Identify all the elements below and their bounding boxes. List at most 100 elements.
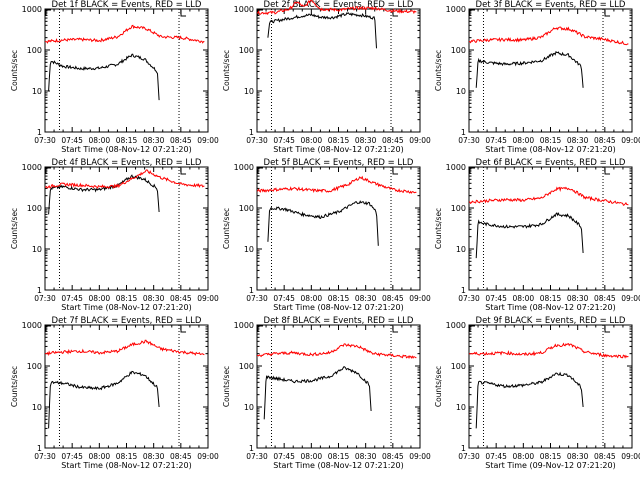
x-tick-label: 08:45	[382, 294, 404, 303]
x-tick-label: 08:30	[567, 136, 589, 145]
x-tick-label: 08:30	[567, 294, 589, 303]
x-axis-label: Start Time (08-Nov-12 07:21:20)	[273, 461, 403, 470]
x-tick-label: 07:30	[458, 136, 480, 145]
y-tick-label: 10	[244, 403, 254, 412]
y-tick-label: 1	[461, 128, 466, 137]
y-tick-label: 1000	[234, 163, 254, 172]
series-lld-line	[44, 339, 205, 357]
x-axis-label: Start Time (08-Nov-12 07:21:20)	[61, 303, 191, 312]
corner-marker	[180, 10, 187, 17]
x-tick-label: 08:30	[143, 452, 165, 461]
y-tick-label: 1000	[446, 5, 466, 14]
plot-frame	[468, 8, 633, 133]
panel-1: Det 1f BLACK = Events, RED = LLD 1 10 100 10…	[10, 0, 219, 154]
x-tick-label: 09:00	[197, 136, 219, 145]
x-tick-label: 08:30	[355, 136, 377, 145]
x-tick-label: 07:45	[61, 136, 83, 145]
y-axis-label: Counts/sec	[222, 50, 231, 91]
y-tick-label: 100	[451, 46, 466, 55]
panel-title: Det 9f BLACK = Events, RED = LLD	[476, 316, 626, 326]
x-tick-label: 08:15	[328, 452, 350, 461]
plot-frame	[468, 324, 633, 449]
x-tick-label: 09:00	[197, 452, 219, 461]
x-tick-label: 08:00	[301, 452, 323, 461]
x-tick-label: 07:30	[458, 294, 480, 303]
panel-3: Det 3f BLACK = Events, RED = LLD 1 10 100 10…	[434, 0, 640, 154]
corner-marker	[180, 326, 187, 333]
y-tick-label: 10	[456, 87, 466, 96]
series-lld-line	[469, 186, 629, 206]
x-tick-label: 08:45	[170, 452, 192, 461]
series-events-line	[475, 371, 584, 429]
y-tick-label: 1000	[234, 5, 254, 14]
x-tick-label: 08:15	[540, 452, 562, 461]
y-tick-label: 1	[37, 286, 42, 295]
plot-frame	[44, 324, 209, 449]
x-tick-label: 08:45	[594, 294, 616, 303]
x-tick-label: 08:15	[540, 294, 562, 303]
y-axis-label: Counts/sec	[10, 50, 19, 91]
y-tick-label: 1000	[22, 321, 42, 330]
x-tick-label: 09:00	[197, 294, 219, 303]
y-tick-label: 1000	[22, 5, 42, 14]
corner-marker	[45, 167, 51, 174]
x-axis-label: Start Time (08-Nov-12 07:21:20)	[61, 145, 191, 154]
corner-marker	[604, 326, 611, 333]
corner-marker	[604, 168, 611, 175]
x-tick-label: 08:45	[170, 136, 192, 145]
series-lld-line	[256, 343, 417, 359]
y-tick-label: 100	[239, 204, 254, 213]
x-tick-label: 08:30	[143, 294, 165, 303]
series-events-line	[475, 212, 584, 259]
x-tick-label: 08:30	[567, 452, 589, 461]
y-tick-label: 1000	[446, 321, 466, 330]
x-axis-label: Start Time (08-Nov-12 07:21:20)	[61, 461, 191, 470]
x-tick-label: 07:45	[273, 136, 295, 145]
panel-7: Det 7f BLACK = Events, RED = LLD 1 10 100 10…	[10, 316, 219, 470]
corner-marker	[257, 325, 263, 332]
corner-marker	[45, 325, 51, 332]
y-tick-label: 10	[456, 245, 466, 254]
y-tick-label: 100	[239, 362, 254, 371]
y-tick-label: 10	[244, 87, 254, 96]
y-tick-label: 1	[249, 444, 254, 453]
plot-frame	[44, 8, 209, 133]
x-tick-label: 07:45	[273, 452, 295, 461]
y-axis-label: Counts/sec	[434, 208, 443, 249]
x-tick-label: 08:00	[513, 136, 535, 145]
corner-marker	[257, 167, 263, 174]
y-tick-label: 1	[249, 286, 254, 295]
panel-6: Det 6f BLACK = Events, RED = LLD 1 10 100 10…	[434, 158, 640, 312]
series-events-line	[267, 12, 377, 49]
y-tick-label: 10	[32, 403, 42, 412]
x-tick-label: 07:30	[246, 136, 268, 145]
x-axis-label: Start Time (09-Nov-12 07:21:20)	[485, 461, 615, 470]
x-tick-label: 07:30	[246, 452, 268, 461]
x-tick-label: 08:45	[382, 136, 404, 145]
x-tick-label: 08:00	[513, 452, 535, 461]
panel-5: Det 5f BLACK = Events, RED = LLD 1 10 100 10…	[222, 158, 431, 312]
x-tick-label: 08:30	[355, 294, 377, 303]
x-tick-label: 07:30	[34, 294, 56, 303]
x-tick-label: 08:00	[89, 452, 111, 461]
x-tick-label: 08:30	[143, 136, 165, 145]
y-tick-label: 1	[37, 128, 42, 137]
x-tick-label: 08:15	[116, 294, 138, 303]
x-axis-label: Start Time (08-Nov-12 07:21:20)	[485, 145, 615, 154]
panel-title: Det 7f BLACK = Events, RED = LLD	[52, 316, 202, 326]
x-tick-label: 08:00	[513, 294, 535, 303]
series-events-line	[475, 50, 584, 88]
series-events-line	[48, 370, 160, 429]
y-tick-label: 10	[244, 245, 254, 254]
x-tick-label: 07:30	[458, 452, 480, 461]
y-tick-label: 100	[451, 362, 466, 371]
corner-marker	[257, 9, 263, 16]
y-tick-label: 1	[461, 286, 466, 295]
series-lld-line	[469, 342, 629, 359]
x-tick-label: 08:15	[328, 136, 350, 145]
x-tick-label: 08:00	[301, 136, 323, 145]
y-axis-label: Counts/sec	[434, 366, 443, 407]
x-tick-label: 08:45	[594, 452, 616, 461]
y-tick-label: 1	[249, 128, 254, 137]
x-tick-label: 07:45	[485, 294, 507, 303]
